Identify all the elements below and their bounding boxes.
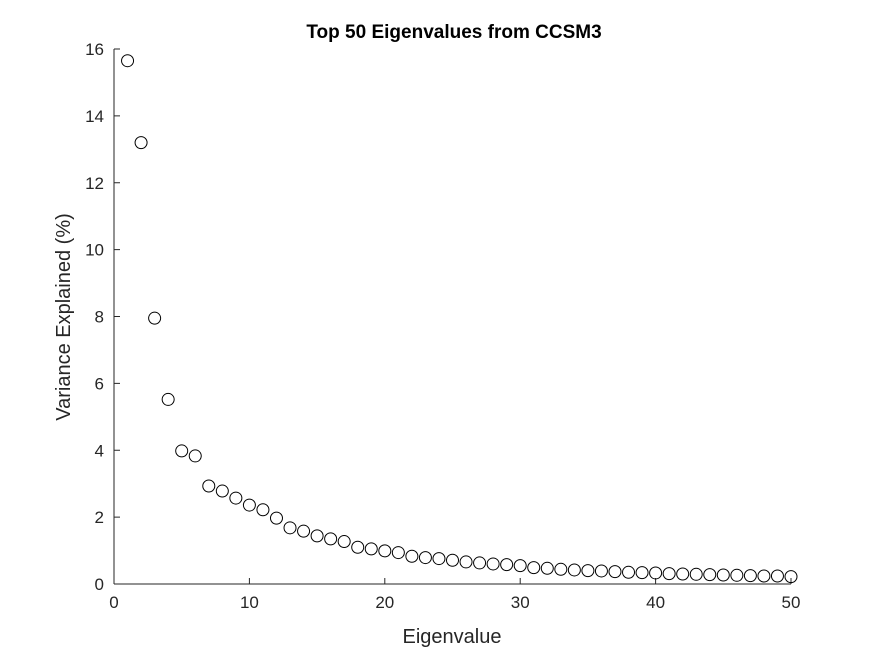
y-tick-label: 2 <box>95 508 104 527</box>
y-tick-label: 12 <box>85 174 104 193</box>
y-tick-label: 10 <box>85 241 104 260</box>
x-tick-label: 0 <box>109 593 118 612</box>
data-point <box>540 561 554 575</box>
data-point <box>649 566 663 580</box>
x-tick-label: 10 <box>240 593 259 612</box>
y-tick-label: 8 <box>95 308 104 327</box>
data-point <box>175 444 189 458</box>
data-point <box>486 557 500 571</box>
x-tick-label: 50 <box>782 593 801 612</box>
data-point <box>500 558 514 572</box>
data-point <box>202 479 216 493</box>
data-point <box>622 565 636 579</box>
data-point <box>567 563 581 577</box>
data-points <box>121 54 798 584</box>
data-point <box>757 569 771 583</box>
data-point <box>635 566 649 580</box>
data-point <box>148 311 162 325</box>
y-tick-label: 0 <box>95 575 104 594</box>
y-axis-label: Variance Explained (%) <box>53 213 75 421</box>
data-point <box>161 392 175 406</box>
data-point <box>121 54 135 68</box>
data-point <box>459 555 473 569</box>
data-point <box>364 542 378 556</box>
x-ticks: 0 10 20 30 40 50 <box>109 578 800 612</box>
data-point <box>215 484 229 498</box>
data-point <box>703 568 717 582</box>
chart-title: Top 50 Eigenvalues from CCSM3 <box>306 22 601 43</box>
y-tick-label: 16 <box>85 40 104 59</box>
data-point <box>676 567 690 581</box>
y-tick-label: 4 <box>95 441 104 460</box>
data-point <box>716 568 730 582</box>
data-point <box>283 521 297 535</box>
data-point <box>527 561 541 575</box>
data-point <box>229 491 243 505</box>
data-point <box>297 524 311 538</box>
x-tick-label: 30 <box>511 593 530 612</box>
data-point <box>256 503 270 517</box>
data-point <box>378 544 392 558</box>
data-point <box>351 540 365 554</box>
data-point <box>188 449 202 463</box>
x-axis-label: Eigenvalue <box>403 626 502 648</box>
data-point <box>730 568 744 582</box>
data-point <box>554 562 568 576</box>
y-tick-label: 14 <box>85 107 104 126</box>
data-point <box>513 559 527 573</box>
y-ticks: 0 2 4 6 8 10 12 14 16 <box>85 40 120 594</box>
data-point <box>310 529 324 543</box>
y-tick-label: 6 <box>95 374 104 393</box>
data-point <box>134 136 148 150</box>
data-point <box>337 535 351 549</box>
axes <box>113 49 791 585</box>
data-point <box>269 511 283 525</box>
x-tick-label: 20 <box>375 593 394 612</box>
data-point <box>418 551 432 565</box>
data-point <box>473 556 487 570</box>
data-point <box>581 564 595 578</box>
data-point <box>242 498 256 512</box>
data-point <box>770 569 784 583</box>
data-point <box>446 553 459 567</box>
data-point <box>594 564 608 578</box>
data-point <box>662 567 676 581</box>
data-point <box>689 567 703 581</box>
data-point <box>391 546 405 560</box>
data-point <box>405 549 419 563</box>
data-point <box>324 532 338 546</box>
data-point <box>432 552 446 566</box>
data-point <box>784 570 798 584</box>
x-tick-label: 40 <box>646 593 665 612</box>
data-point <box>608 565 622 579</box>
data-point <box>743 569 757 583</box>
